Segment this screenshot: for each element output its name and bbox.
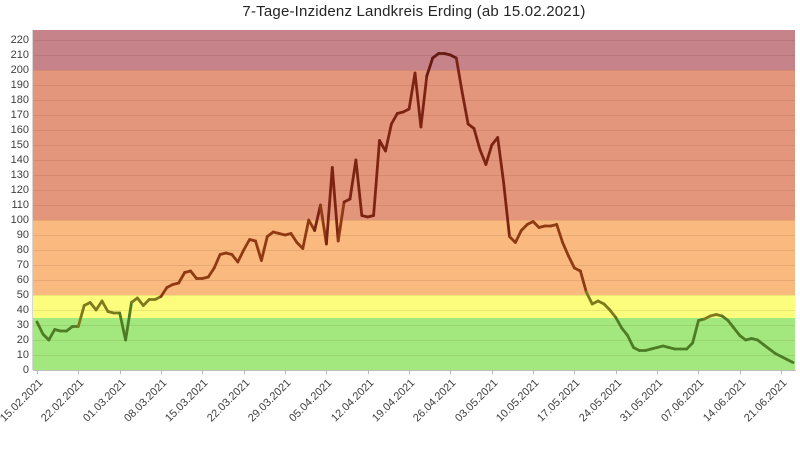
y-tick-label: 140 — [10, 154, 29, 166]
y-tick-label: 220 — [10, 34, 29, 46]
x-tick — [367, 370, 369, 374]
x-tick — [78, 370, 80, 374]
x-tick-label: 01.03.2021 — [80, 377, 129, 425]
x-tick-label: 24.05.2021 — [576, 377, 625, 425]
y-tick-label: 200 — [10, 64, 29, 76]
chart-title: 7-Tage-Inzidenz Landkreis Erding (ab 15.… — [242, 3, 586, 20]
y-tick-label: 10 — [16, 349, 29, 361]
zone-band-yellow — [33, 295, 795, 318]
y-tick-label: 50 — [16, 289, 29, 301]
x-tick — [615, 370, 617, 374]
y-tick-label: 110 — [11, 199, 29, 211]
y-tick-label: 40 — [16, 304, 29, 316]
x-tick — [409, 370, 411, 374]
x-tick-label: 19.04.2021 — [370, 377, 418, 425]
y-tick-label: 20 — [16, 334, 29, 346]
x-tick — [781, 370, 783, 374]
zone-band-orange — [33, 220, 795, 295]
x-tick-label: 22.02.2021 — [39, 377, 87, 425]
x-tick-label: 22.03.2021 — [204, 377, 253, 425]
y-tick-label: 210 — [10, 49, 29, 61]
y-tick-label: 60 — [16, 274, 29, 286]
plot-area — [33, 30, 795, 370]
zone-band-red — [33, 70, 795, 220]
x-tick-label: 10.05.2021 — [494, 377, 542, 425]
y-tick-label: 130 — [10, 169, 29, 181]
x-tick — [161, 370, 163, 374]
y-tick-label: 30 — [16, 319, 29, 331]
y-tick-label: 190 — [10, 79, 29, 91]
x-tick-label: 12.04.2021 — [328, 377, 377, 425]
y-tick-label: 170 — [10, 109, 29, 121]
x-axis-line — [33, 370, 796, 371]
x-tick — [285, 370, 287, 374]
x-tick-label: 05.04.2021 — [287, 377, 335, 425]
zone-band-dark-red — [33, 30, 795, 70]
x-tick — [739, 370, 741, 374]
x-tick — [450, 370, 452, 374]
x-tick-label: 15.03.2021 — [163, 377, 211, 425]
x-tick-label: 07.06.2021 — [659, 377, 707, 425]
incidence-line — [35, 52, 795, 364]
x-tick-label: 03.05.2021 — [452, 377, 501, 425]
x-tick — [698, 370, 700, 374]
y-tick-label: 70 — [16, 259, 29, 271]
x-tick-label: 26.04.2021 — [411, 377, 459, 425]
x-tick — [243, 370, 245, 374]
y-tick-label: 80 — [16, 244, 29, 256]
y-tick-label: 90 — [16, 229, 29, 241]
x-tick — [533, 370, 535, 374]
x-tick-label: 29.03.2021 — [246, 377, 294, 425]
y-tick-label: 120 — [10, 184, 29, 196]
x-tick — [326, 370, 328, 374]
x-tick-label: 21.06.2021 — [742, 377, 790, 425]
x-tick-label: 31.05.2021 — [618, 377, 666, 425]
x-tick — [657, 370, 659, 374]
x-tick-label: 17.05.2021 — [535, 377, 583, 425]
y-tick-label: 150 — [10, 139, 29, 151]
x-tick — [119, 370, 121, 374]
y-tick-label: 180 — [10, 94, 29, 106]
y-tick-label: 0 — [22, 364, 29, 376]
x-tick-label: 08.03.2021 — [122, 377, 170, 425]
x-tick — [37, 370, 38, 374]
x-tick — [491, 370, 493, 374]
x-tick-label: 14.06.2021 — [700, 377, 749, 425]
x-tick — [574, 370, 576, 374]
y-tick-label: 100 — [10, 214, 29, 226]
y-tick-label: 160 — [10, 124, 29, 136]
zone-band-green — [33, 317, 795, 370]
x-tick — [202, 370, 204, 374]
y-axis-line — [32, 30, 33, 370]
